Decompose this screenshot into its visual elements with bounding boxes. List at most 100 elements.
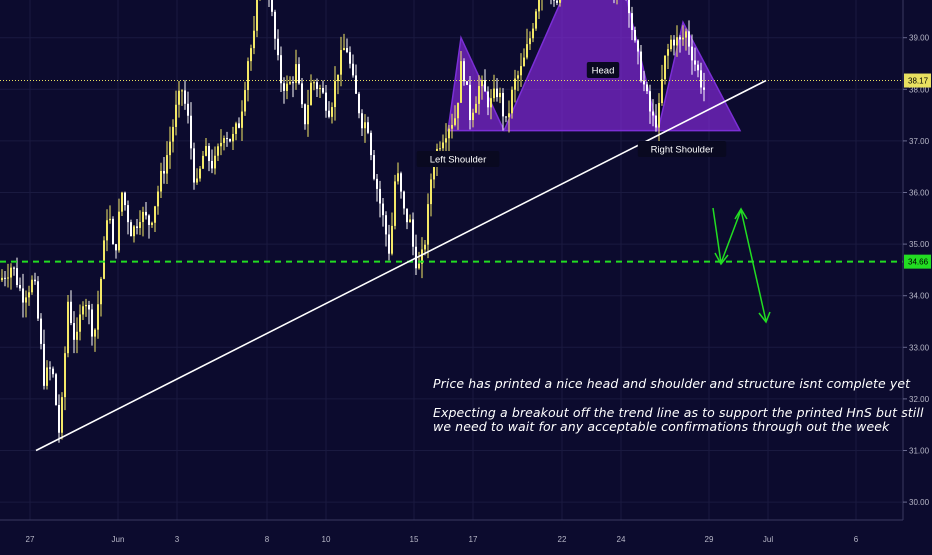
level-badge-label: 34.66: [908, 258, 929, 267]
candle-body: [298, 64, 300, 83]
candle-body: [700, 70, 702, 87]
candle-body: [445, 138, 447, 142]
price-tick-label: 31.00: [909, 447, 930, 456]
candle-body: [670, 40, 672, 49]
candle-body: [346, 48, 348, 52]
candle-body: [340, 50, 342, 75]
candle-body: [559, 0, 561, 3]
time-tick-label: Jun: [112, 535, 125, 544]
candle-body: [364, 122, 366, 128]
candle-body: [514, 79, 516, 90]
candle-body: [31, 280, 33, 293]
candle-body: [349, 52, 351, 64]
candle-body: [46, 367, 48, 385]
candle-body: [430, 179, 432, 204]
candle-body: [109, 219, 111, 220]
candle-body: [115, 244, 117, 250]
candle-body: [337, 75, 339, 81]
candle-body: [40, 319, 42, 344]
label-left-shoulder: Left Shoulder: [417, 151, 500, 167]
candle-body: [367, 122, 369, 133]
candle-body: [448, 129, 450, 139]
candle-body: [385, 215, 387, 234]
candle-body: [151, 223, 153, 225]
candle-body: [508, 113, 510, 117]
candle-body: [163, 171, 165, 174]
candle-body: [4, 278, 6, 279]
candle-body: [220, 143, 222, 146]
candle-body: [127, 205, 129, 222]
candle-body: [19, 285, 21, 288]
candle-body: [451, 125, 453, 129]
candle-body: [694, 60, 696, 64]
candle-body: [502, 93, 504, 116]
label-left-shoulder-text: Left Shoulder: [430, 155, 487, 166]
candle-body: [403, 192, 405, 209]
candle-body: [238, 123, 240, 127]
candle-body: [358, 94, 360, 113]
candle-body: [505, 116, 507, 117]
candle-body: [667, 49, 669, 56]
candle-body: [469, 85, 471, 120]
candle-body: [280, 55, 282, 83]
candle-body: [274, 12, 276, 39]
candle-body: [334, 81, 336, 107]
candle-body: [556, 1, 558, 3]
candle-body: [247, 61, 249, 90]
candle-body: [379, 189, 381, 204]
time-tick-label: 15: [410, 535, 419, 544]
candle-body: [673, 40, 675, 46]
candle-body: [100, 279, 102, 304]
candle-body: [481, 80, 483, 86]
candle-body: [136, 226, 138, 228]
candle-body: [424, 245, 426, 250]
candle-body: [295, 64, 297, 83]
candle-body: [472, 113, 474, 120]
candle-body: [193, 148, 195, 182]
candle-body: [376, 179, 378, 189]
candle-body: [172, 127, 174, 142]
candle-body: [277, 39, 279, 55]
candle-body: [535, 11, 537, 28]
price-tick-label: 39.00: [909, 34, 930, 43]
candle-body: [169, 142, 171, 155]
candle-body: [13, 268, 15, 269]
candle-body: [112, 219, 114, 244]
level-badge-label: 38.17: [908, 77, 929, 86]
candle-body: [352, 64, 354, 76]
candle-body: [28, 292, 30, 297]
candle-body: [484, 80, 486, 91]
time-tick-label: 6: [854, 535, 859, 544]
candle-body: [190, 116, 192, 149]
candle-body: [7, 278, 9, 279]
candle-body: [634, 30, 636, 40]
candle-body: [463, 61, 465, 81]
candle-body: [409, 219, 411, 222]
candle-body: [244, 90, 246, 111]
candle-body: [679, 37, 681, 39]
candle-body: [178, 91, 180, 105]
time-tick-label: Jul: [763, 535, 773, 544]
candle-body: [145, 212, 147, 215]
candle-body: [211, 161, 213, 168]
candle-body: [202, 156, 204, 169]
candle-body: [142, 212, 144, 222]
candle-body: [256, 0, 258, 31]
candle-body: [691, 47, 693, 61]
candle-body: [184, 90, 186, 103]
candle-body: [67, 302, 69, 353]
time-tick-label: 29: [705, 535, 714, 544]
candle-body: [526, 44, 528, 57]
candle-body: [703, 87, 705, 89]
candle-body: [199, 169, 201, 179]
price-tick-label: 32.00: [909, 395, 930, 404]
candle-body: [373, 155, 375, 179]
candle-body: [652, 111, 654, 115]
candle-body: [457, 103, 459, 118]
candle-body: [460, 61, 462, 103]
candle-body: [442, 142, 444, 148]
candle-body: [307, 105, 309, 124]
candle-body: [496, 89, 498, 98]
